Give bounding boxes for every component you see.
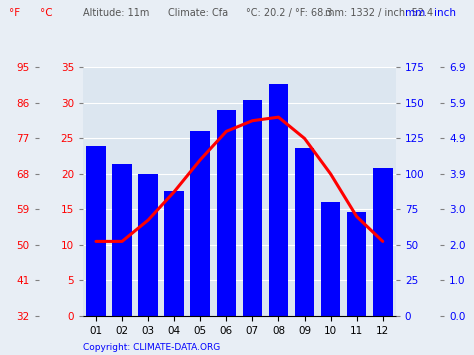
Bar [347, 212, 366, 316]
Text: Climate: Cfa: Climate: Cfa [168, 8, 228, 18]
Text: Copyright: CLIMATE-DATA.ORG: Copyright: CLIMATE-DATA.ORG [83, 343, 220, 352]
Bar [164, 191, 184, 316]
Bar [373, 168, 392, 316]
Bar [191, 131, 210, 316]
Text: mm: mm [405, 8, 426, 18]
Bar [217, 110, 236, 316]
Text: inch: inch [434, 8, 456, 18]
Text: Altitude: 11m: Altitude: 11m [83, 8, 149, 18]
Bar [321, 202, 340, 316]
Bar [112, 164, 132, 316]
Text: °F: °F [9, 8, 20, 18]
Text: °C: 20.2 / °F: 68.3: °C: 20.2 / °F: 68.3 [246, 8, 333, 18]
Bar [138, 174, 158, 316]
Bar [295, 148, 314, 316]
Text: mm: 1332 / inch: 52.4: mm: 1332 / inch: 52.4 [325, 8, 433, 18]
Text: °C: °C [40, 8, 53, 18]
Bar [243, 100, 262, 316]
Bar [269, 84, 288, 316]
Bar [86, 146, 106, 316]
